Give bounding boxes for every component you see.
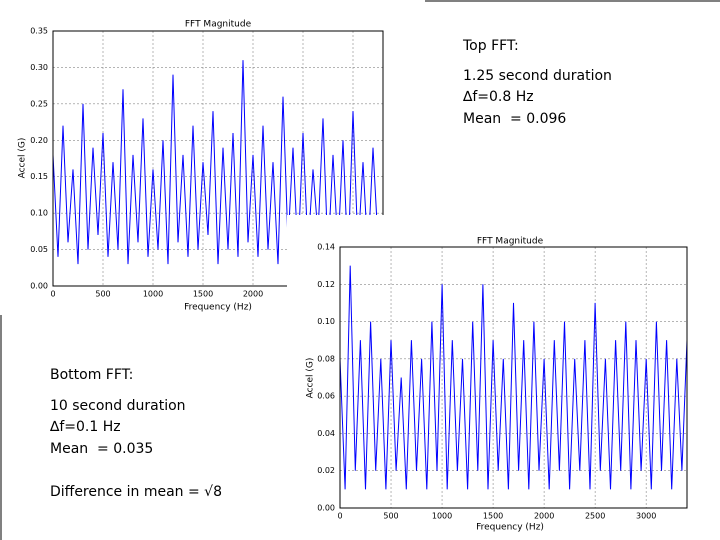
x-tick-label: 1500 xyxy=(193,290,213,299)
note: Mean = 0.096 xyxy=(463,111,566,127)
y-axis-label: Accel (G) xyxy=(18,138,28,179)
y-tick-label: 0.00 xyxy=(30,282,48,291)
y-tick-label: 0.04 xyxy=(317,429,335,438)
x-axis-label: Frequency (Hz) xyxy=(184,303,252,313)
y-tick-label: 0.06 xyxy=(317,392,335,401)
plot-frame xyxy=(52,30,384,287)
x-tick-label: 1500 xyxy=(483,512,503,521)
note: ∆f=0.1 Hz xyxy=(49,419,121,435)
x-tick-label: 2000 xyxy=(534,512,554,521)
plot-area xyxy=(340,247,687,508)
note: ∆f=0.8 Hz xyxy=(462,89,534,105)
y-tick-label: 0.12 xyxy=(317,280,335,289)
x-tick-label: 3000 xyxy=(636,512,656,521)
top-chart: 0.00 0.05 0.10 0.15 0.20 0.25 0.30 0.35 0 500 1000… xyxy=(18,20,384,313)
y-tick-label: 0.08 xyxy=(317,354,335,363)
plot-frame xyxy=(339,246,688,509)
y-tick-label: 0.15 xyxy=(30,172,48,181)
x-tick-label: 1000 xyxy=(143,290,163,299)
y-tick-label: 0.10 xyxy=(30,209,48,218)
note: Mean = 0.035 xyxy=(50,441,153,457)
x-tick-label: 0 xyxy=(50,290,55,299)
x-tick-label: 2500 xyxy=(585,512,605,521)
note: Top FFT: xyxy=(462,38,519,54)
note: 10 second duration xyxy=(50,398,186,414)
x-tick-label: 0 xyxy=(337,512,342,521)
y-tick-label: 0.14 xyxy=(317,243,335,252)
y-tick-label: 0.10 xyxy=(317,317,335,326)
x-axis-label: Frequency (Hz) xyxy=(476,523,544,533)
chart-title: FFT Magnitude xyxy=(477,237,544,247)
y-tick-label: 0.02 xyxy=(317,466,335,475)
fft-line xyxy=(52,60,379,265)
y-tick-label: 0.25 xyxy=(30,99,48,108)
y-tick-label: 0.35 xyxy=(30,27,48,36)
x-tick-label: 2000 xyxy=(243,290,263,299)
note: 1.25 second duration xyxy=(463,68,612,84)
x-tick-label: 500 xyxy=(383,512,398,521)
y-axis-label: Accel (G) xyxy=(306,358,316,399)
y-tick-label: 0.30 xyxy=(30,63,48,72)
chart-title: FFT Magnitude xyxy=(185,20,252,30)
note: Bottom FFT: xyxy=(50,367,133,383)
fft-line xyxy=(339,265,688,490)
note: Difference in mean = √8 xyxy=(50,484,222,500)
x-tick-label: 1000 xyxy=(432,512,452,521)
y-tick-label: 0.00 xyxy=(317,504,335,513)
y-tick-label: 0.05 xyxy=(30,245,48,254)
x-tick-label: 500 xyxy=(95,290,110,299)
bottom-chart: 0.00 0.02 0.04 0.06 0.08 0.10 0.12 0.14 0 500 1000… xyxy=(306,237,688,533)
y-tick-label: 0.20 xyxy=(30,136,48,145)
